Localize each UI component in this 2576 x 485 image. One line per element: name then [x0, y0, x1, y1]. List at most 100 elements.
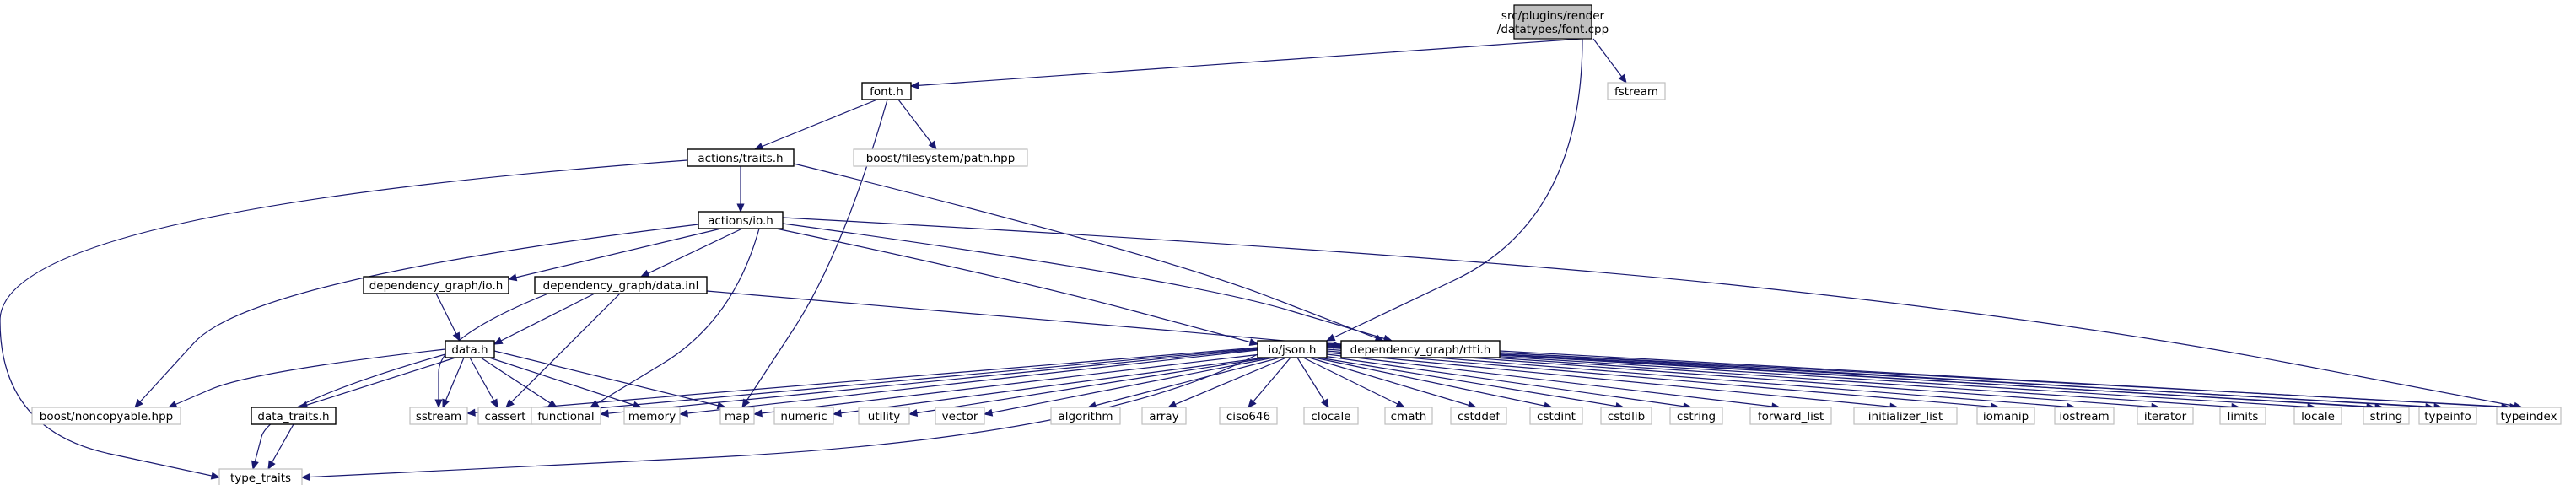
edge-io-json-h-to-ciso646: [1248, 357, 1291, 408]
node-label: cstdlib: [1608, 410, 1645, 423]
node-memory: memory: [623, 407, 681, 425]
node-label: map: [725, 410, 750, 423]
node-actions-io-h[interactable]: actions/io.h: [698, 211, 784, 229]
node-label: cstddef: [1458, 410, 1501, 423]
edge-actions-traits-h-to-dep-graph-rtti-h: [793, 163, 1385, 342]
node-label: sstream: [416, 410, 461, 423]
node-cstdlib: cstdlib: [1600, 407, 1652, 425]
node-iomanip: iomanip: [1976, 407, 2035, 425]
node-root[interactable]: src/plugins/render/datatypes/font.cpp: [1497, 4, 1609, 40]
node-label: iterator: [2144, 410, 2187, 423]
edge-io-json-h-to-numeric: [832, 357, 1266, 418]
node-label: forward_list: [1758, 410, 1824, 423]
node-dep-graph-data-inl[interactable]: dependency_graph/data.inl: [534, 276, 708, 294]
node-label: dependency_graph/rtti.h: [1350, 343, 1491, 357]
node-forward-list: forward_list: [1749, 407, 1832, 425]
edges: [0, 38, 2524, 482]
node-label: iomanip: [1983, 410, 2029, 423]
edge-dep-graph-rtti-h-to-typeindex: [1499, 350, 2511, 412]
edge-dep-graph-rtti-h-to-typeinfo: [1499, 352, 2435, 411]
node-cstring: cstring: [1669, 407, 1723, 425]
node-label: cstdint: [1537, 410, 1576, 423]
node-data-h[interactable]: data.h: [445, 340, 495, 358]
node-iterator: iterator: [2137, 407, 2194, 425]
node-typeinfo: typeinfo: [2418, 407, 2477, 425]
edge-actions-io-h-to-dep-graph-rtti-h: [782, 223, 1393, 342]
node-string: string: [2363, 407, 2410, 425]
edge-data-h-to-boost-noncopyable: [167, 348, 446, 408]
edge-io-json-h-to-vector: [983, 357, 1275, 417]
node-cstddef: cstddef: [1450, 407, 1507, 425]
edge-data-h-to-sstream: [442, 357, 465, 409]
node-io-json-h[interactable]: io/json.h: [1257, 340, 1328, 358]
node-actions-traits-h[interactable]: actions/traits.h: [687, 148, 795, 167]
nodes: src/plugins/render/datatypes/font.cpp fon…: [31, 4, 2562, 485]
node-initializer-list: initializer_list: [1853, 407, 1958, 425]
node-label: initializer_list: [1868, 410, 1943, 423]
node-vector: vector: [935, 407, 985, 425]
node-dep-graph-io-h[interactable]: dependency_graph/io.h: [363, 276, 509, 294]
node-label: data.h: [451, 343, 488, 357]
node-label: numeric: [780, 410, 827, 423]
edge-actions-traits-h-to-type-traits: [0, 159, 688, 480]
node-limits: limits: [2219, 407, 2266, 425]
edge-dep-graph-io-h-to-data-h: [435, 293, 461, 342]
node-label: iostream: [2059, 410, 2109, 423]
node-label: data_traits.h: [257, 410, 329, 423]
node-data-traits-h[interactable]: data_traits.h: [251, 407, 337, 425]
node-dep-graph-rtti-h[interactable]: dependency_graph/rtti.h: [1340, 340, 1501, 358]
node-label: array: [1149, 410, 1178, 423]
edge-actions-io-h-to-dep-graph-io-h: [507, 228, 722, 282]
node-label: utility: [868, 410, 900, 423]
node-functional: functional: [531, 407, 601, 425]
node-label: typeinfo: [2424, 410, 2471, 423]
edge-data-traits-h-to-type-traits: [267, 423, 294, 471]
node-iostream: iostream: [2054, 407, 2115, 425]
node-label: actions/io.h: [708, 214, 773, 228]
node-label: actions/traits.h: [698, 152, 783, 165]
edge-actions-io-h-to-functional: [589, 228, 760, 408]
node-algorithm: algorithm: [1050, 407, 1121, 425]
node-numeric: numeric: [773, 407, 834, 425]
node-label: locale: [2301, 410, 2335, 423]
edge-io-json-h-to-type-traits: [300, 353, 1258, 482]
edge-io-json-h-to-clocale: [1296, 357, 1329, 409]
node-boost-noncopyable: boost/noncopyable.hpp: [31, 407, 181, 425]
edge-dep-graph-data-inl-to-cassert: [505, 293, 621, 408]
node-cassert: cassert: [477, 407, 533, 425]
node-map: map: [719, 407, 755, 425]
node-sstream: sstream: [409, 407, 468, 425]
node-ciso646: ciso646: [1219, 407, 1278, 425]
edge-actions-io-h-to-boost-noncopyable: [134, 224, 699, 408]
node-label: type_traits: [230, 472, 291, 485]
node-label: functional: [537, 410, 594, 423]
edge-io-json-h-to-sstream: [466, 347, 1258, 417]
node-label: algorithm: [1058, 410, 1113, 423]
edge-dep-graph-data-inl-to-data-h: [493, 293, 595, 345]
edge-data-h-to-cassert: [469, 357, 498, 409]
node-label: font.h: [870, 85, 903, 99]
node-label: cstring: [1677, 410, 1716, 423]
node-clocale: clocale: [1303, 407, 1359, 425]
node-font-h[interactable]: font.h: [861, 82, 912, 100]
node-label: cassert: [485, 410, 526, 423]
node-label: typeindex: [2500, 410, 2557, 423]
node-type-traits: type_traits: [218, 468, 303, 485]
node-label: dependency_graph/data.inl: [543, 279, 699, 293]
node-label: memory: [628, 410, 676, 423]
node-boost-fs-path: boost/filesystem/path.hpp: [853, 148, 1028, 167]
node-typeindex: typeindex: [2496, 407, 2562, 425]
node-label: string: [2370, 410, 2403, 423]
edge-dep-graph-data-inl-to-sstream: [434, 293, 549, 409]
node-cmath: cmath: [1384, 407, 1433, 425]
edge-actions-traits-h-to-actions-io-h: [736, 166, 745, 213]
node-label: /datatypes/font.cpp: [1497, 23, 1609, 36]
edge-io-json-h-to-functional: [599, 348, 1258, 418]
edge-font-h-to-map: [741, 99, 888, 409]
edge-io-json-h-to-cstddef: [1308, 357, 1478, 409]
node-label: fstream: [1614, 85, 1658, 99]
node-label: src/plugins/render: [1501, 9, 1605, 23]
node-label: cmath: [1391, 410, 1427, 423]
edge-font-h-to-actions-traits-h: [753, 99, 878, 150]
